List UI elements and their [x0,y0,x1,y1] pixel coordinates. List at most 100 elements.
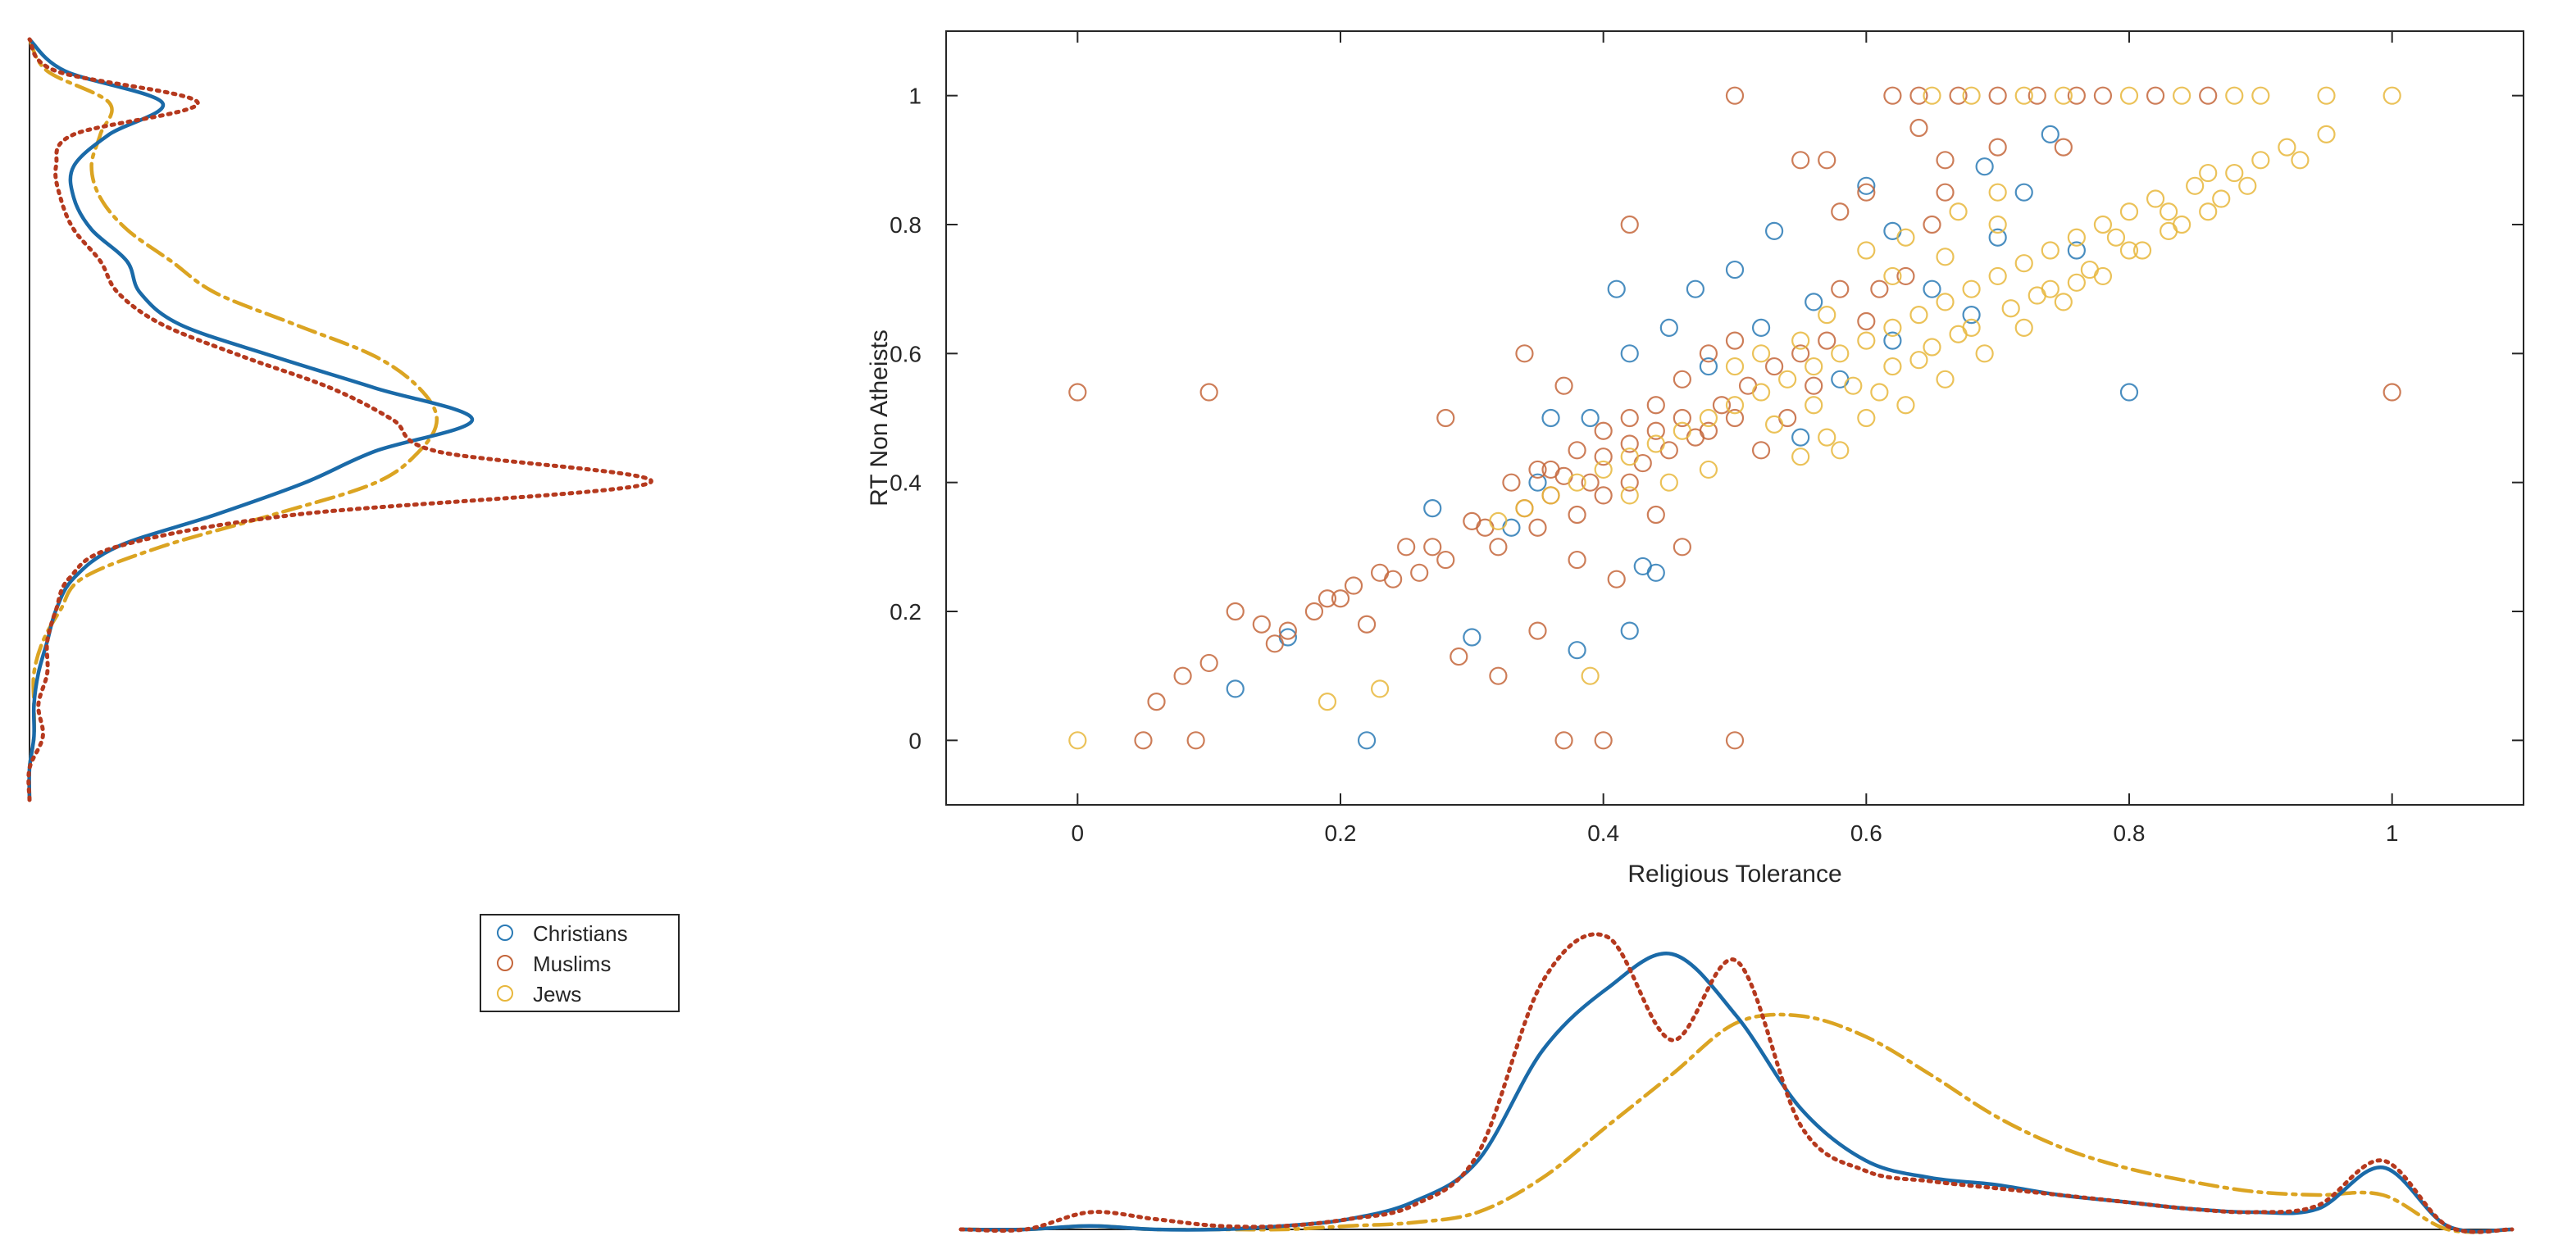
point-muslims [1265,634,1284,653]
point-jews [2173,215,2191,234]
point-muslims [1818,151,1836,170]
point-muslims [1870,279,1889,298]
point-muslims [1673,370,1691,388]
point-jews [1962,279,1981,298]
x-tick-label: 0 [1072,820,1085,846]
point-muslims [1620,408,1639,428]
point-jews [2291,151,2310,170]
point-jews [1870,383,1889,402]
point-muslims [1896,266,1915,286]
bottom-density-christians [958,952,2515,1234]
point-muslims [1594,731,1613,750]
point-muslims [1791,344,1810,363]
point-muslims [1620,473,1639,492]
point-muslims [1725,408,1745,428]
point-muslims [2067,86,2086,105]
point-christians [1751,318,1771,337]
legend-label-muslims: Muslims [533,952,611,976]
point-muslims [1988,86,2007,105]
point-muslims [1489,666,1508,685]
point-jews [1568,473,1586,492]
point-muslims [1646,396,1665,415]
legend-marker-jews [497,985,513,1002]
point-jews [1515,499,1534,518]
point-jews [1896,396,1915,415]
y-tick-label: 1 [908,84,922,109]
point-jews [1988,215,2007,234]
point-muslims [1410,563,1429,582]
point-jews [1883,357,1902,376]
point-muslims [1646,505,1665,525]
point-christians [1962,306,1981,325]
point-christians [1607,279,1626,298]
point-jews [1765,415,1784,434]
point-christians [1686,279,1704,298]
point-christians [1988,228,2007,247]
point-muslims [1357,615,1377,634]
point-jews [2199,202,2218,221]
point-jews [1962,86,1981,105]
point-jews [1949,202,1968,221]
point-jews [1581,666,1600,685]
point-muslims [1594,421,1613,440]
y-tick-label: 0 [908,728,922,753]
point-jews [1318,693,1337,711]
point-muslims [1909,118,1928,138]
point-jews [1751,344,1771,363]
point-muslims [1818,331,1836,350]
point-muslims [1791,151,1810,170]
point-muslims [1909,86,1928,105]
point-christians [1805,293,1823,311]
point-christians [1725,260,1745,279]
point-jews [2028,286,2046,305]
point-jews [1068,731,1087,750]
y-tick-label: 0.8 [890,212,922,238]
point-muslims [2383,383,2401,402]
point-muslims [1278,621,1297,640]
point-jews [1725,357,1745,376]
left-density-jews [27,37,439,802]
bottom-density-jews [958,1012,2515,1234]
point-jews [1975,344,1994,363]
point-jews [1370,679,1390,698]
point-jews [1489,511,1508,530]
left-density-christians [27,37,475,802]
point-muslims [1173,666,1192,685]
legend-label-christians: Christians [533,921,628,946]
point-muslims [1568,441,1586,460]
point-jews [2225,163,2244,183]
point-jews [1541,486,1560,505]
point-jews [1949,325,1968,343]
y-axis-ticks: 0 0.2 0.4 0.6 0.8 1 [890,84,2524,753]
point-jews [2054,86,2073,105]
point-muslims [1923,215,1941,234]
point-muslims [1857,183,1876,202]
left-density-muslims [26,37,653,802]
point-muslims [1831,279,1850,298]
point-christians [1226,679,1245,698]
legend-box [480,914,680,1012]
point-christians [2041,125,2059,143]
point-jews [1791,448,1810,466]
point-muslims [1949,86,1968,105]
point-jews [2251,151,2270,170]
point-jews [2014,318,2033,337]
point-muslims [1423,538,1442,557]
point-muslims [1528,460,1547,479]
point-christians [1568,641,1586,660]
point-jews [2186,176,2205,195]
point-muslims [2093,86,2113,105]
point-jews [1699,408,1718,428]
point-christians [1975,157,1994,176]
x-axis-label: Religious Tolerance [1627,861,1841,888]
point-jews [1791,331,1810,350]
point-jews [2146,189,2165,208]
point-muslims [1397,538,1416,557]
point-muslims [1805,376,1823,395]
scatter-axes-box [945,30,2524,806]
point-jews [1725,396,1745,415]
point-jews [2251,86,2270,105]
legend: Christians Muslims Jews [480,914,680,1012]
point-muslims [1304,602,1324,621]
